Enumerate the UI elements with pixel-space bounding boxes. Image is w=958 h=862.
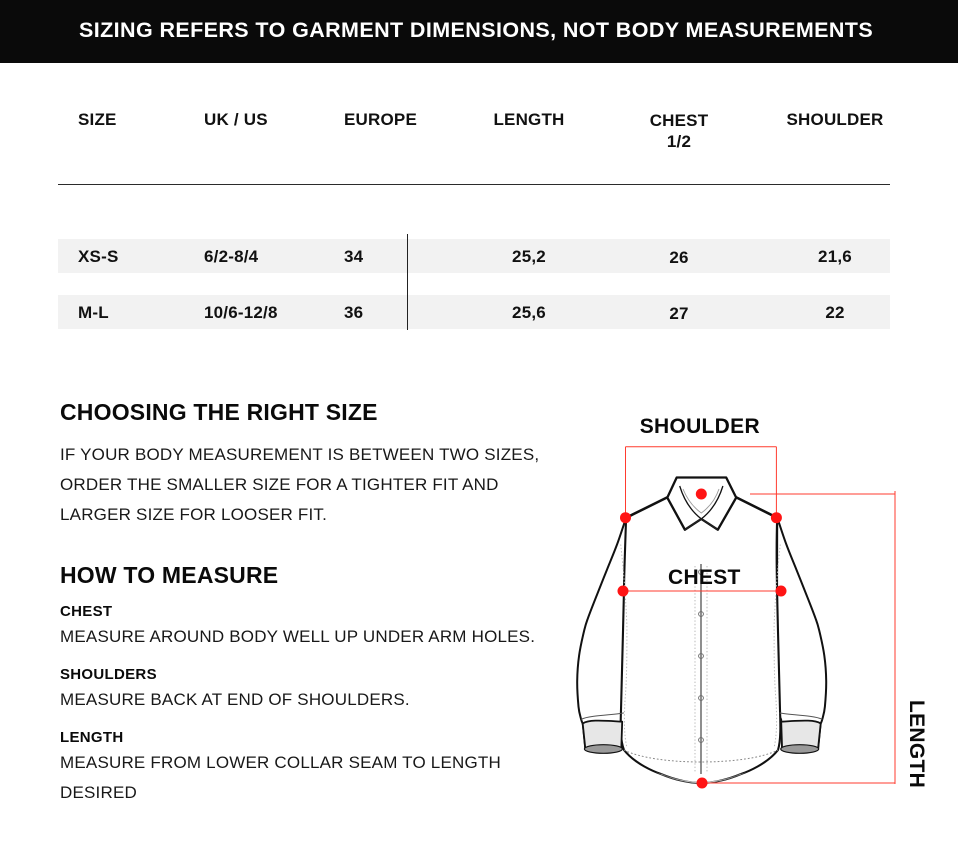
svg-text:LENGTH: LENGTH — [905, 700, 928, 788]
svg-text:CHEST: CHEST — [668, 566, 741, 589]
svg-text:SHOULDER: SHOULDER — [640, 415, 760, 438]
